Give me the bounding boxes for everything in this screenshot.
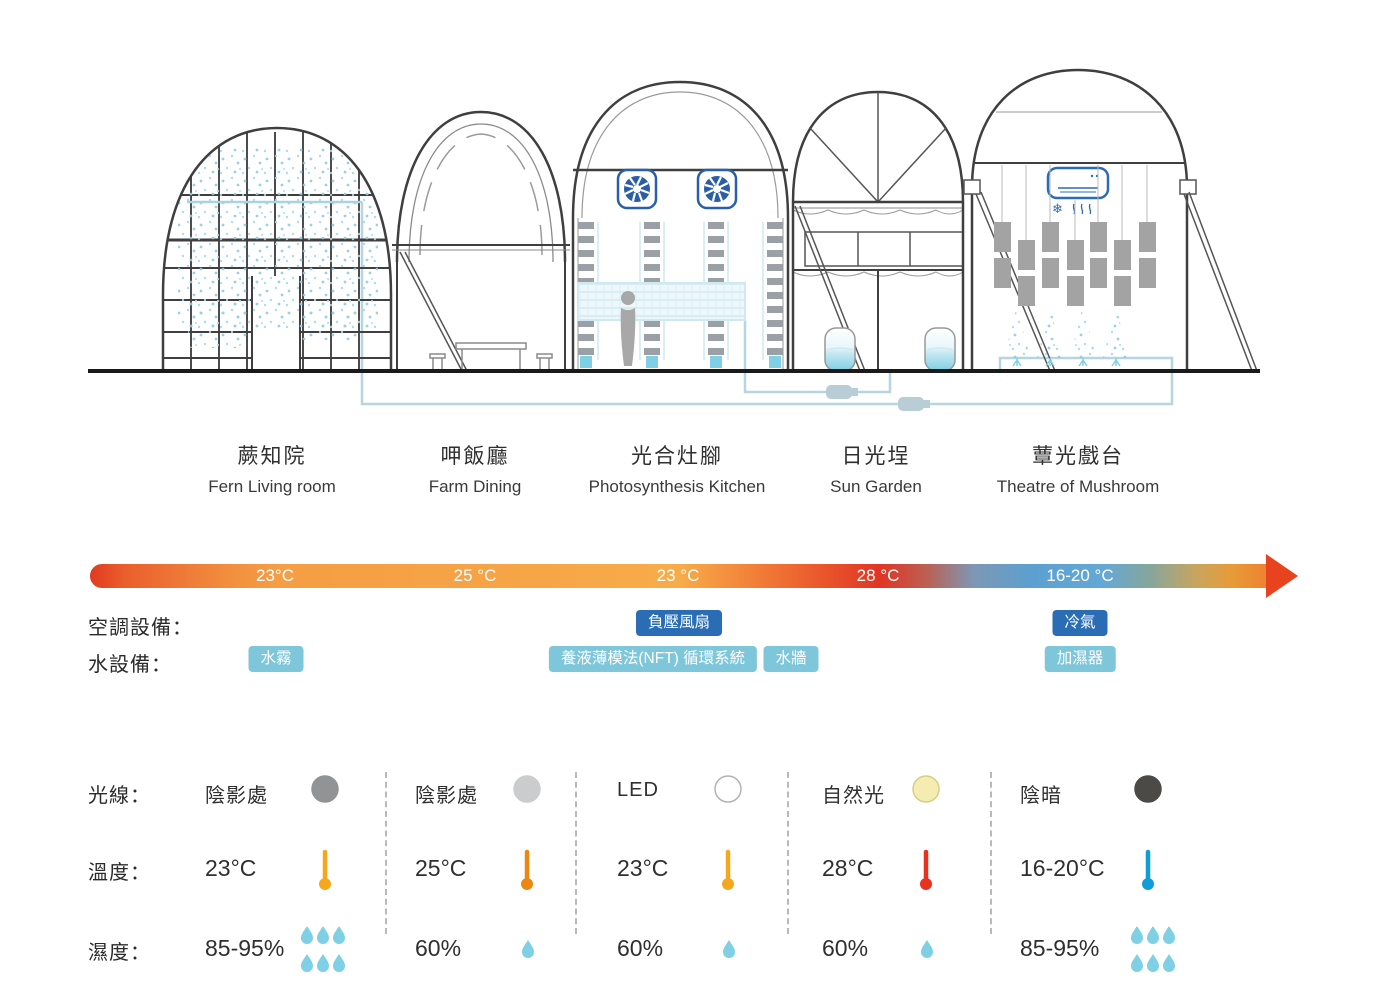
- badge-nft-circulation: 養液薄模法(NFT) 循環系統: [548, 646, 758, 672]
- thermometer-icon: [521, 849, 533, 890]
- temperature-value: 23°C: [205, 855, 257, 881]
- mist-dots: [178, 148, 378, 348]
- thermometer-icon: [920, 849, 932, 890]
- mist-dots: [1004, 306, 1129, 358]
- light-value: 陰影處: [205, 785, 268, 807]
- column-divider: [990, 772, 992, 934]
- light-value: LED: [617, 779, 659, 801]
- hanging-mushroom-bags: [994, 165, 1156, 306]
- zone-name-en: Farm Dining: [428, 477, 522, 496]
- humidity-value: 60%: [617, 935, 664, 961]
- person-silhouette: [620, 291, 636, 366]
- humidity-row-label: 濕度：: [88, 942, 151, 964]
- temperature-value: 28°C: [822, 855, 874, 881]
- light-value: 陰影處: [415, 785, 478, 807]
- building-sun-garden: [791, 90, 965, 372]
- thermometer-icon: [1142, 849, 1154, 890]
- badge-water-mist: 水霧: [248, 646, 304, 672]
- zone-name-en: Photosynthesis Kitchen: [588, 477, 766, 496]
- zone-name-zh: 蕈光戲台: [1031, 445, 1124, 468]
- light-level-circle: [912, 775, 940, 803]
- building-theatre-of-mushroom: ❄: [963, 68, 1258, 372]
- zone-label-photosynthesis-kitchen: 光合灶腳 Photosynthesis Kitchen: [589, 440, 766, 497]
- bar-temp-label: 23 °C: [656, 566, 700, 585]
- zone-name-en: Sun Garden: [830, 477, 922, 496]
- gradient-arrowhead-icon: [1266, 554, 1298, 598]
- light-level-circle: [311, 775, 339, 803]
- thermometer-icon: [722, 849, 734, 890]
- dining-table: [429, 342, 553, 371]
- badge-negative-pressure-fan: 負壓風扇: [635, 610, 723, 636]
- bar-temp-label: 25 °C: [453, 566, 497, 585]
- ac-unit-icon: ❄: [1046, 166, 1110, 216]
- zone-label-farm-dining: 呷飯廳 Farm Dining: [429, 440, 522, 497]
- temperature-value: 16-20°C: [1020, 855, 1105, 881]
- water-drop-cluster-icon: [301, 926, 345, 972]
- zone-label-sun-garden: 日光埕 Sun Garden: [830, 440, 922, 497]
- exhaust-fan-icon: [616, 168, 738, 210]
- snowflake-glyph: ❄: [1052, 201, 1063, 216]
- building-farm-dining: [392, 110, 570, 372]
- water-drop-cluster-icon: [1131, 926, 1175, 972]
- light-level-circle: [714, 775, 742, 803]
- temperature-gradient-bar: [90, 564, 1268, 588]
- water-tank: [824, 327, 956, 372]
- light-row-label: 光線：: [88, 785, 151, 807]
- column-divider: [385, 772, 387, 934]
- light-value: 陰暗: [1020, 785, 1062, 807]
- support-strut: [399, 251, 468, 372]
- bar-temp-label: 16-20 °C: [1046, 566, 1114, 585]
- temperature-row-label: 溫度：: [88, 862, 151, 884]
- nft-channel: [577, 282, 746, 321]
- light-level-circle: [1134, 775, 1162, 803]
- column-divider: [575, 772, 577, 934]
- sunburst-spokes: [793, 92, 963, 203]
- badge-water-wall: 水牆: [763, 646, 819, 672]
- zone-label-fern-living-room: 蕨知院 Fern Living room: [208, 440, 336, 497]
- water-drop-icon: [921, 940, 933, 958]
- thermometer-icon: [319, 849, 331, 890]
- zone-name-en: Fern Living room: [208, 477, 336, 496]
- building-photosynthesis-kitchen: [571, 80, 790, 371]
- badge-air-conditioner: 冷氣: [1052, 610, 1108, 636]
- zone-name-en: Theatre of Mushroom: [996, 477, 1160, 496]
- steam-squiggles: [1072, 203, 1092, 215]
- zone-name-zh: 呷飯廳: [440, 445, 510, 468]
- humidity-value: 85-95%: [205, 935, 285, 961]
- bar-temp-label: 28 °C: [856, 566, 900, 585]
- temperature-value: 25°C: [415, 855, 467, 881]
- zone-name-zh: 光合灶腳: [631, 445, 723, 468]
- water-equipment-row-label: 水設備：: [88, 654, 172, 676]
- badge-humidifier: 加濕器: [1044, 646, 1116, 672]
- sprouts: [1012, 358, 1121, 367]
- zone-name-zh: 蕨知院: [237, 445, 307, 468]
- zone-label-theatre-of-mushroom: 蕈光戲台 Theatre of Mushroom: [997, 440, 1160, 497]
- light-level-circle: [513, 775, 541, 803]
- greenhouse-section-illustration: ❄: [88, 68, 1260, 411]
- temperature-value: 23°C: [617, 855, 669, 881]
- humidity-value: 60%: [415, 935, 462, 961]
- humidity-value: 85-95%: [1020, 935, 1100, 961]
- zone-name-zh: 日光埕: [841, 445, 911, 468]
- humidity-value: 60%: [822, 935, 869, 961]
- ac-equipment-row-label: 空調設備：: [88, 617, 193, 639]
- light-value: 自然光: [822, 785, 885, 807]
- bar-temp-label: 23°C: [256, 566, 294, 585]
- column-divider: [787, 772, 789, 934]
- water-drop-icon: [723, 940, 735, 958]
- building-fern-living-room: [161, 126, 393, 371]
- pump-icon: [826, 385, 930, 411]
- water-drop-icon: [522, 940, 534, 958]
